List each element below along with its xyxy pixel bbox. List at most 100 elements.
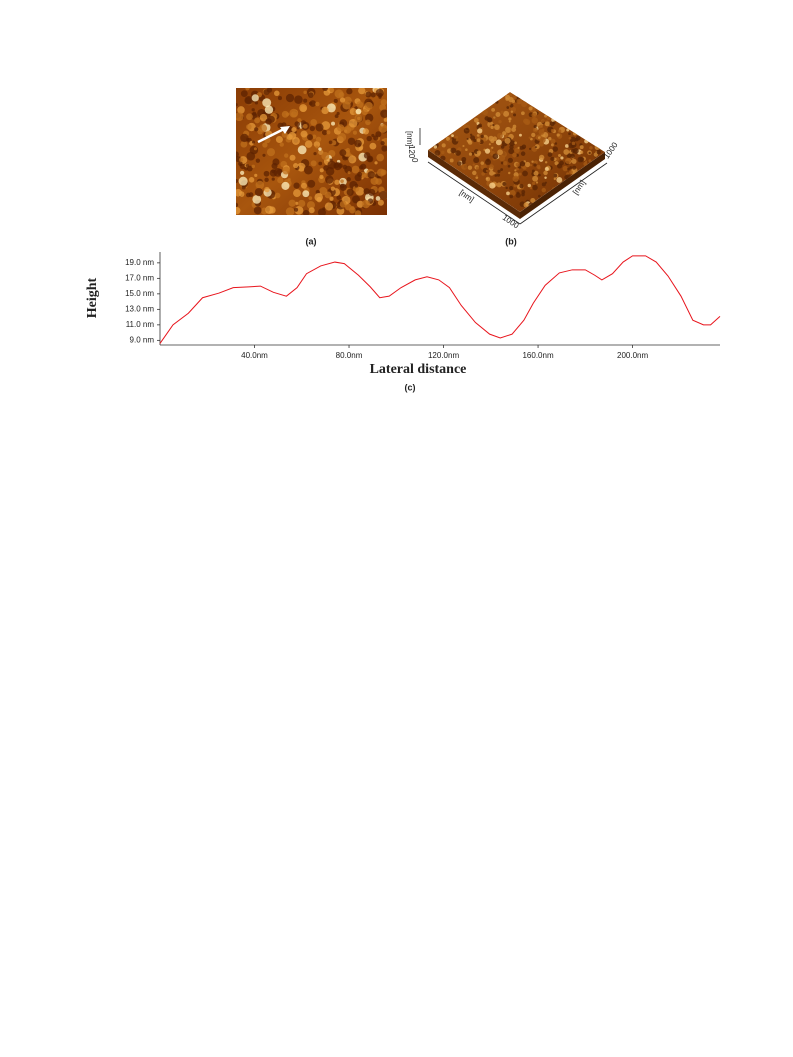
grain [495,139,502,146]
grain [566,128,570,132]
grain [593,152,598,157]
grain [550,156,555,161]
grain [236,112,244,122]
grain [333,98,338,104]
grain [325,175,334,184]
grain [528,136,531,139]
grain [534,146,537,149]
grain [239,157,244,162]
grain [367,171,375,179]
arrow [257,127,285,144]
grain [467,165,473,170]
x-tick-label: 120.0nm [428,351,459,360]
grain [566,153,572,158]
grain [508,120,511,123]
grain [530,198,536,204]
grain [539,124,544,129]
grain [472,163,475,166]
grain [354,139,362,148]
grain [339,200,347,208]
grain [481,172,486,176]
grain [520,151,526,156]
grain [533,170,539,176]
grain [366,135,372,142]
grain [285,207,295,215]
grain [551,118,555,122]
grain [252,194,262,204]
grain [285,93,295,103]
grain [365,91,372,98]
grain [370,92,376,98]
grain [251,108,255,112]
x-tick-label: 40.0nm [241,351,268,360]
grain [475,174,479,177]
grain [531,132,536,138]
grain [326,130,331,135]
grain [476,150,482,155]
y-tick-label: 11.0 nm [126,320,155,329]
grain [533,163,537,167]
grain [543,170,548,176]
grain [531,112,537,118]
grain [266,88,273,93]
grain [569,166,573,169]
tick-label: 120 [407,145,416,159]
grain [315,123,324,132]
grain [480,134,484,139]
grain [240,170,245,175]
grain [284,153,289,158]
grain [342,101,351,110]
grain [497,169,501,173]
grain [588,151,591,155]
grain [504,137,511,144]
grain [266,148,276,157]
grain [554,161,559,166]
grain [251,164,256,169]
grain [244,95,254,105]
grain [275,135,283,143]
grain [330,140,337,146]
grain [492,153,499,160]
grain [537,166,541,170]
grain [466,137,469,140]
grain [348,118,358,128]
grain [315,145,319,149]
grain [254,127,259,132]
grain [379,190,387,200]
grain [319,168,324,173]
grain [527,183,531,188]
grain [461,163,468,170]
grain [489,170,495,176]
grain [323,165,329,171]
grain [380,109,387,118]
x-tick-label: 80.0nm [336,351,363,360]
grain [509,186,514,191]
grain [355,108,362,115]
grain [596,149,601,155]
grain [512,152,517,158]
grain [500,168,504,171]
grain [531,117,538,124]
grain [531,160,534,163]
grain [236,178,239,184]
grain [565,144,569,148]
grain [477,128,483,134]
grain [307,134,314,141]
grain [558,154,562,157]
y-tick-label: 13.0 nm [125,304,154,313]
grain [293,163,299,169]
grain [251,94,259,102]
grain [274,192,281,199]
grain [246,113,253,121]
grain [508,96,514,103]
grain [240,90,248,98]
grain [461,160,466,165]
grain [310,160,317,167]
grain [507,164,511,168]
grain [241,185,246,190]
afm-3d-image [428,92,605,212]
grain [484,148,491,154]
grain [548,136,552,141]
grain [289,154,296,161]
